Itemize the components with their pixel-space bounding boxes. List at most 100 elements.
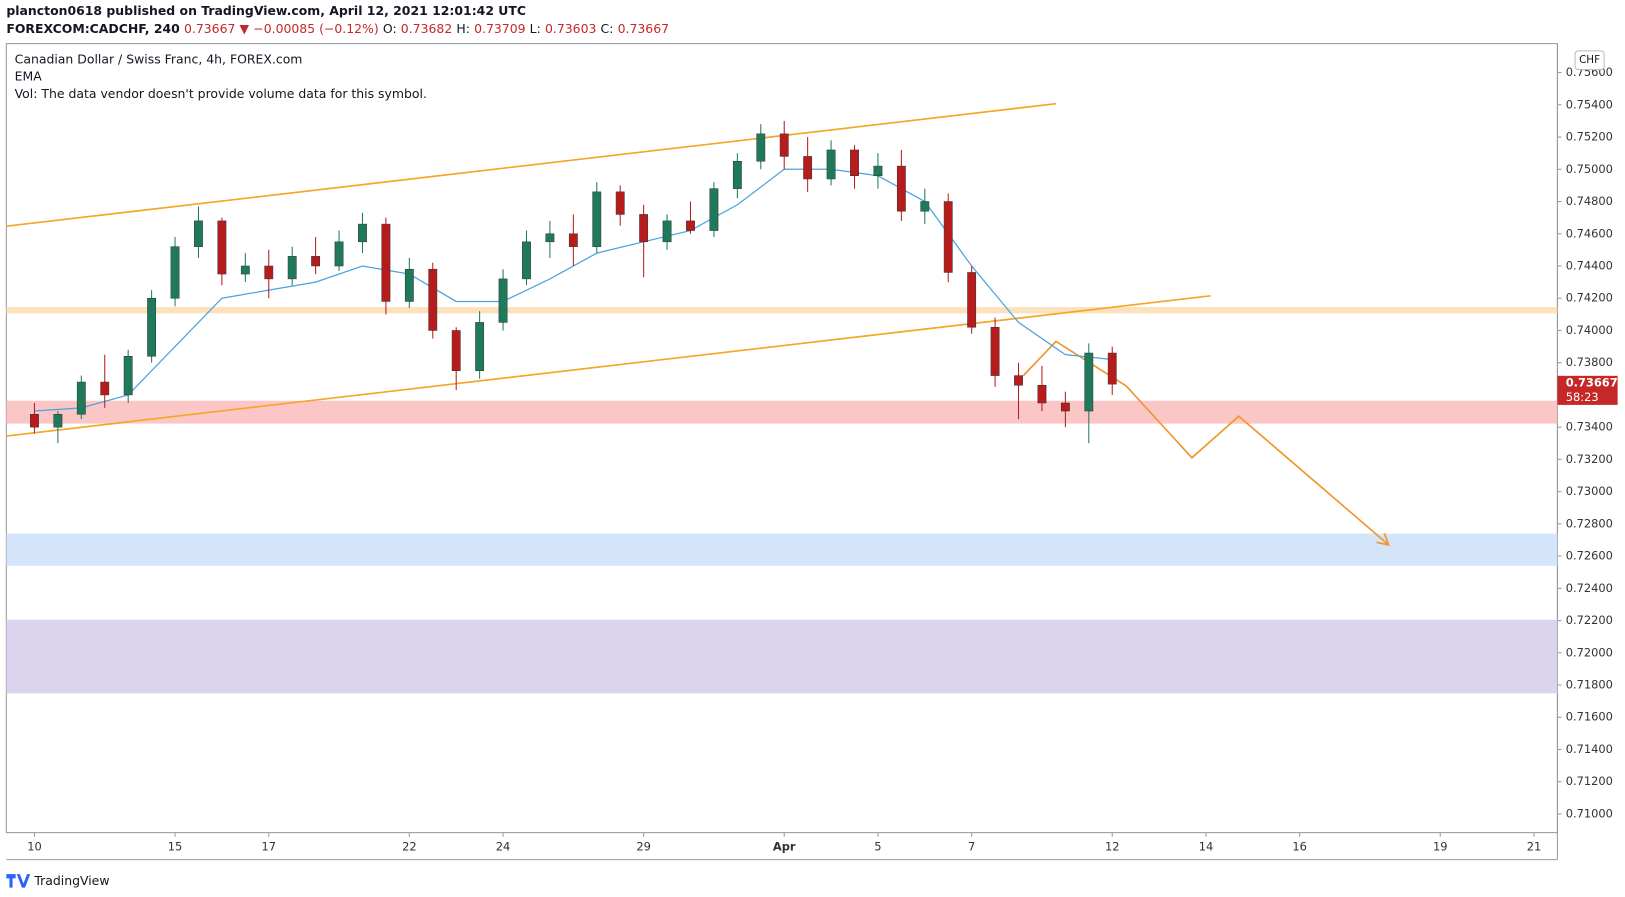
y-tick-label: 0.72600: [1566, 549, 1613, 563]
candle-body: [662, 220, 672, 243]
candle-body: [967, 272, 977, 328]
y-tick-label: 0.73800: [1566, 355, 1613, 369]
x-tick-label: 16: [1292, 840, 1307, 854]
candle-body: [873, 165, 883, 177]
candle: [30, 402, 39, 434]
candle-body: [100, 381, 110, 396]
candle-body: [686, 220, 695, 231]
candle-body: [615, 191, 625, 215]
candle: [779, 120, 789, 170]
currency-button[interactable]: [1574, 50, 1605, 71]
candle: [311, 236, 321, 275]
candle-body: [498, 278, 508, 323]
y-tick-label: 0.74800: [1566, 194, 1613, 208]
candle: [522, 230, 531, 286]
candle-body: [943, 201, 953, 273]
zone: [6, 307, 1558, 314]
x-tick-label: 7: [968, 840, 975, 854]
y-tick-label: 0.73400: [1566, 420, 1613, 434]
plot: [6, 102, 1558, 694]
candle: [990, 317, 1000, 387]
candle: [1084, 343, 1094, 444]
candle: [896, 149, 906, 221]
quote-part: 0.73667: [618, 21, 669, 36]
x-tick-label: 19: [1433, 840, 1448, 854]
trend-drawing: [6, 102, 1057, 228]
candle-body: [709, 188, 719, 231]
volume-note: Vol: The data vendor doesn't provide vol…: [15, 86, 427, 101]
x-tick-label: 12: [1105, 840, 1120, 854]
y-tick-label: 0.71800: [1566, 678, 1613, 692]
y-tick-label: 0.72400: [1566, 581, 1613, 595]
candle: [76, 375, 86, 420]
price-tag: [1557, 375, 1618, 405]
candle: [451, 327, 461, 391]
candle: [545, 220, 555, 258]
x-tick-label: 29: [636, 840, 651, 854]
y-tick-label: 0.73200: [1566, 452, 1613, 466]
logo-mark: [6, 874, 31, 888]
trend-drawing: [1022, 340, 1390, 546]
price-tag-label: 0.73667: [1566, 376, 1618, 390]
published-line: plancton0618 published on TradingView.co…: [6, 3, 526, 18]
zone: [6, 533, 1558, 566]
x-tick-label: 17: [261, 840, 276, 854]
candle-body: [779, 133, 789, 157]
candle-body: [639, 214, 649, 243]
candle-body: [732, 160, 742, 189]
candle: [404, 257, 414, 308]
brand: TradingView: [33, 873, 109, 888]
candle: [967, 266, 977, 334]
candle: [123, 349, 133, 403]
quote-part: C:: [601, 21, 614, 36]
candle: [826, 140, 836, 186]
candle: [1107, 346, 1117, 395]
x-tick-label: 10: [27, 840, 42, 854]
candle-body: [264, 265, 274, 280]
candle-body: [30, 414, 39, 428]
candle-body: [1084, 352, 1094, 412]
arrow-head: [1376, 533, 1391, 547]
candle: [873, 153, 883, 189]
candle-body: [475, 322, 485, 372]
candle-body: [990, 326, 1000, 376]
quote-part: H:: [456, 21, 470, 36]
candle: [53, 411, 63, 444]
candle: [615, 185, 625, 226]
candle: [803, 137, 813, 192]
candle-body: [1014, 375, 1023, 386]
candle: [756, 124, 766, 170]
candle-body: [147, 297, 157, 357]
y-tick-label: 0.74200: [1566, 291, 1613, 305]
y-tick-label: 0.71200: [1566, 774, 1613, 788]
zone: [6, 400, 1558, 424]
candle: [264, 249, 274, 299]
x-tick-label: Apr: [773, 840, 796, 854]
quote-part: 0.73603: [545, 21, 596, 36]
candle: [709, 182, 719, 237]
candle: [592, 182, 602, 254]
candle-body: [568, 233, 578, 247]
trend-drawing: [6, 294, 1211, 437]
candle-body: [545, 233, 555, 243]
candle-body: [404, 268, 414, 302]
quote-part: 0.73667: [184, 21, 235, 36]
candle-body: [334, 241, 344, 267]
symbol-legend: Canadian Dollar / Swiss Franc, 4h, FOREX…: [15, 52, 303, 67]
countdown-label: 58:23: [1566, 390, 1599, 404]
x-tick-label: 24: [496, 840, 511, 854]
candle: [287, 246, 297, 286]
y-tick-label: 0.72800: [1566, 516, 1613, 530]
candle: [1037, 365, 1047, 412]
y-tick-label: 0.75000: [1566, 162, 1613, 176]
currency-label: CHF: [1579, 54, 1600, 66]
candle-body: [311, 256, 321, 267]
candle: [100, 354, 110, 408]
x-tick-label: 15: [168, 840, 183, 854]
logo: [6, 874, 31, 888]
candle: [381, 217, 391, 315]
quote-part: FOREXCOM:CADCHF, 240: [6, 21, 180, 36]
candle-body: [592, 191, 602, 247]
